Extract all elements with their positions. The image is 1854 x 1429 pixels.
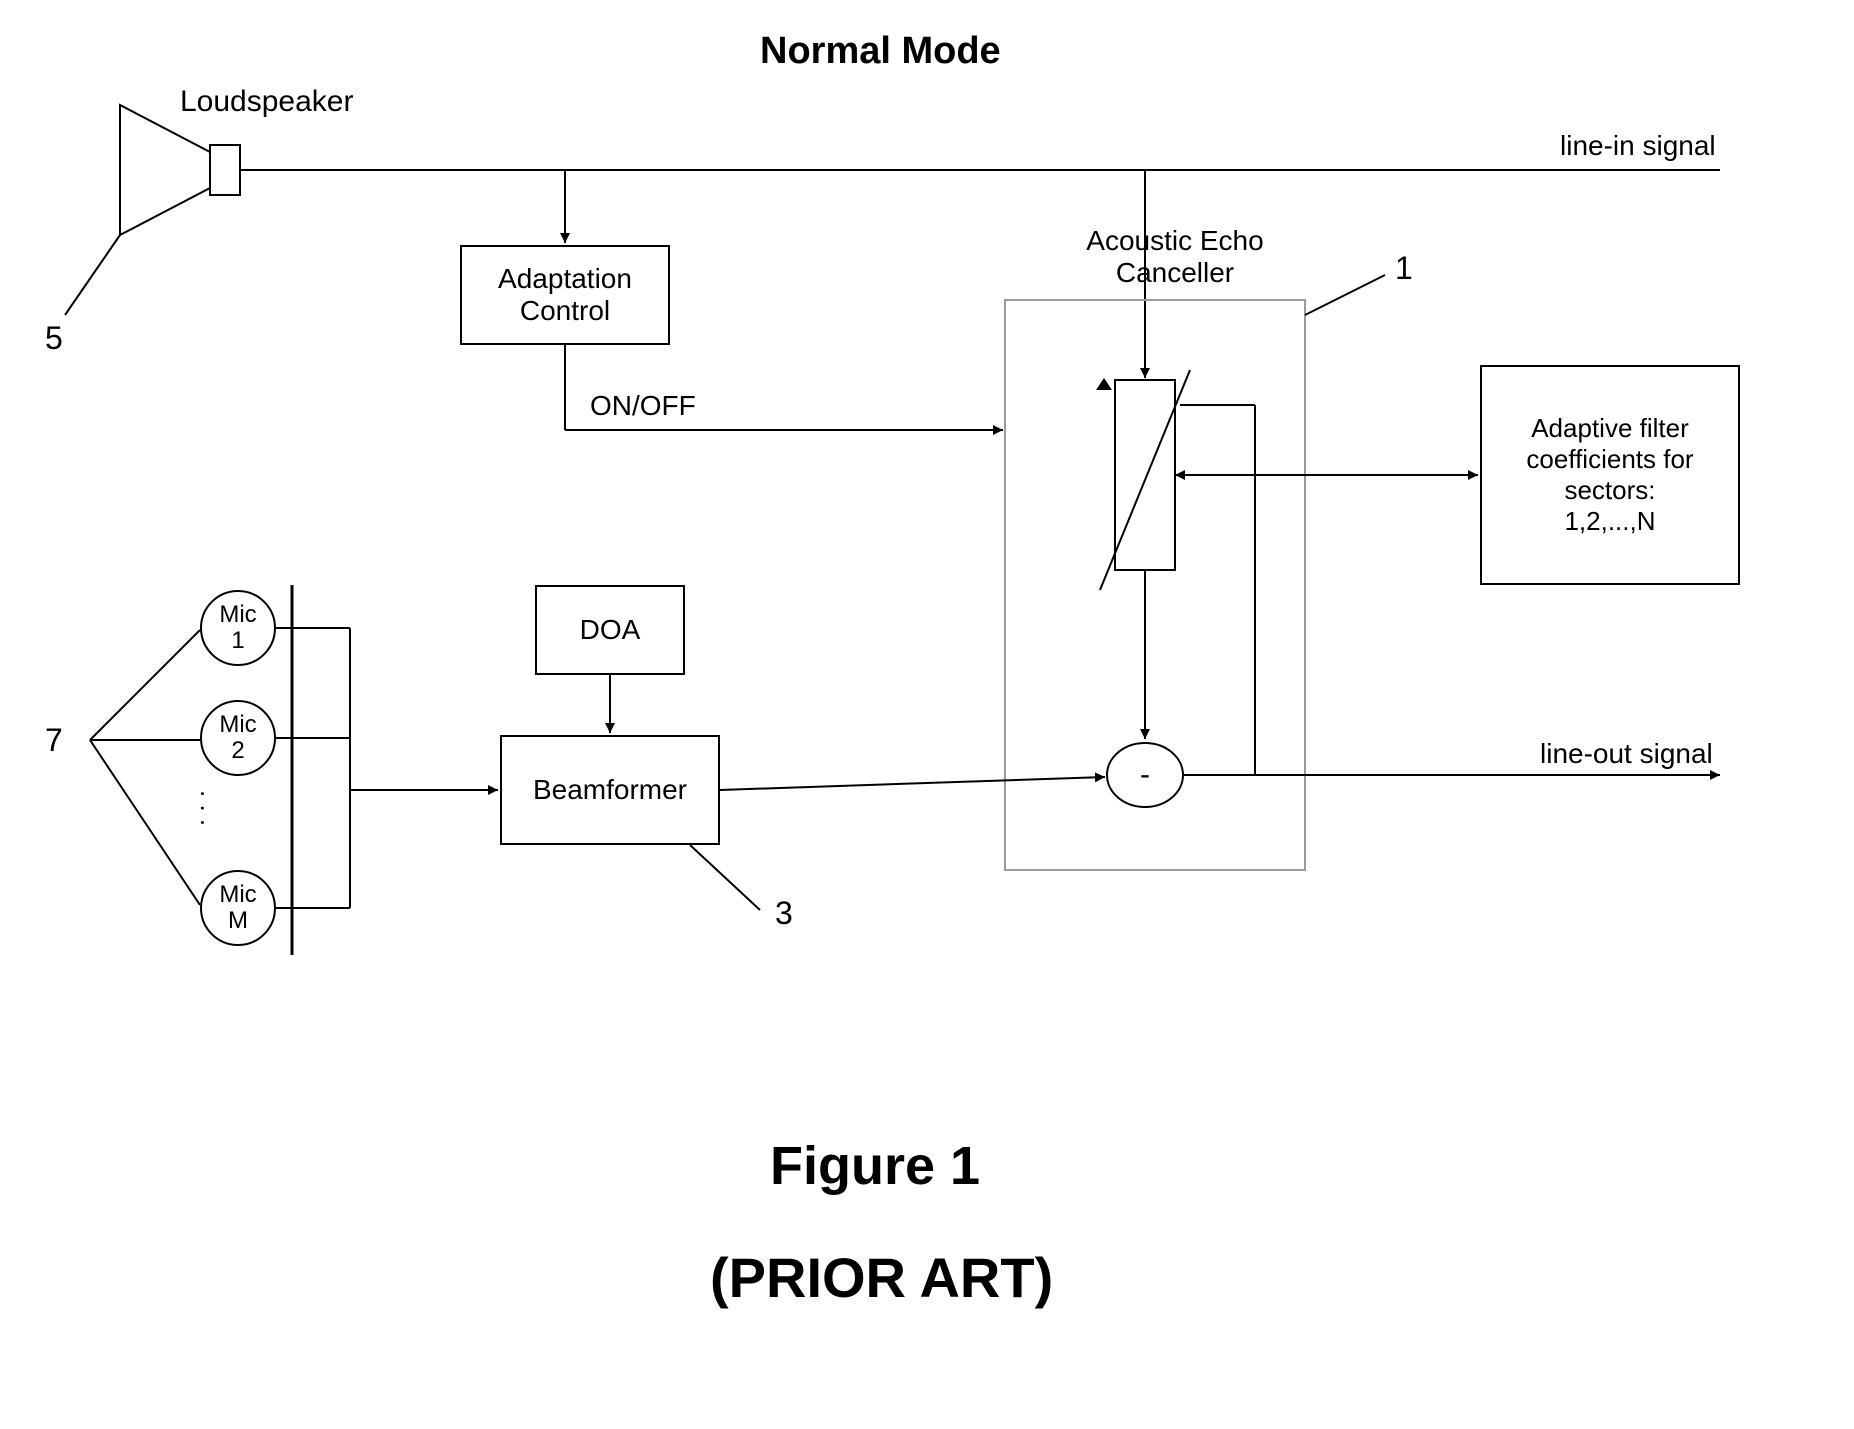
diagram-canvas: Normal Mode Loudspeaker line-in signal A… bbox=[0, 0, 1854, 1429]
ref-beamformer: 3 bbox=[775, 895, 793, 932]
diagram-lines bbox=[0, 0, 1854, 1429]
mic-2: Mic 2 bbox=[200, 700, 276, 776]
subtractor-minus: - bbox=[1140, 758, 1150, 792]
ref-loudspeaker: 5 bbox=[45, 320, 63, 357]
ref-aec: 1 bbox=[1395, 250, 1413, 287]
line-out-label: line-out signal bbox=[1540, 738, 1713, 770]
adaptive-filter-coeff-box: Adaptive filter coefficients for sectors… bbox=[1480, 365, 1740, 585]
beamformer-box: Beamformer bbox=[500, 735, 720, 845]
mic-ellipsis: . . . bbox=[194, 790, 225, 826]
mic-m: Mic M bbox=[200, 870, 276, 946]
figure-caption: Figure 1 bbox=[770, 1135, 980, 1197]
diagram-title: Normal Mode bbox=[760, 30, 1001, 73]
on-off-label: ON/OFF bbox=[590, 390, 696, 422]
prior-art-caption: (PRIOR ART) bbox=[710, 1245, 1053, 1310]
adaptation-control-box: Adaptation Control bbox=[460, 245, 670, 345]
line-in-label: line-in signal bbox=[1560, 130, 1716, 162]
ref-mics: 7 bbox=[45, 722, 63, 759]
doa-box: DOA bbox=[535, 585, 685, 675]
aec-label: Acoustic Echo Canceller bbox=[1065, 225, 1285, 289]
loudspeaker-label: Loudspeaker bbox=[180, 85, 353, 119]
mic-1: Mic 1 bbox=[200, 590, 276, 666]
